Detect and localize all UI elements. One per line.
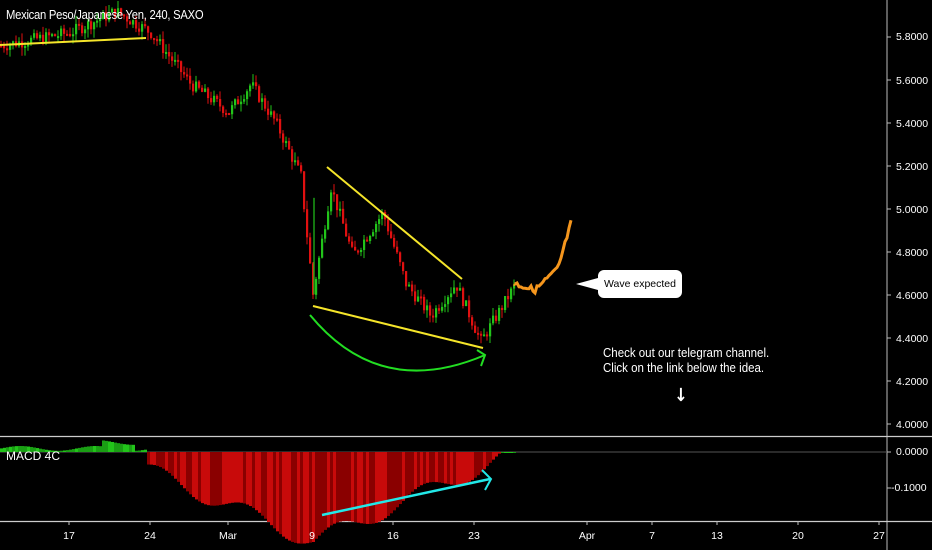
macd-axis-label: -0.1000 bbox=[891, 482, 927, 494]
wedge-upper-trendline[interactable] bbox=[326, 166, 463, 280]
price-label: 4.8000 bbox=[896, 247, 929, 259]
macd-divergence-line[interactable] bbox=[321, 477, 491, 517]
time-label: 16 bbox=[387, 530, 399, 542]
note-line-1: Check out our telegram channel. bbox=[603, 346, 770, 360]
down-arrow-icon: ↓ bbox=[674, 385, 688, 406]
projected-wave[interactable] bbox=[513, 219, 573, 296]
wave-expected-callout[interactable]: Wave expected bbox=[576, 270, 682, 298]
price-label: 5.4000 bbox=[896, 118, 929, 130]
price-label: 4.0000 bbox=[896, 419, 929, 431]
price-label: 5.6000 bbox=[896, 75, 929, 87]
time-label: 23 bbox=[468, 530, 480, 542]
macd-axis-label: 0.0000 bbox=[896, 446, 929, 458]
candlestick-series bbox=[0, 1, 516, 344]
rounded-bottom-arc[interactable] bbox=[309, 314, 486, 372]
time-axis-ticks bbox=[68, 521, 880, 525]
price-label: 4.2000 bbox=[896, 376, 929, 388]
time-label: Apr bbox=[578, 530, 596, 542]
time-label: Mar bbox=[218, 530, 238, 542]
wedge-lower-trendline[interactable] bbox=[312, 305, 484, 349]
callout-text: Wave expected bbox=[604, 278, 676, 290]
time-label: 13 bbox=[711, 530, 723, 542]
divergence-arrowhead-icon bbox=[481, 469, 493, 491]
price-axis-ticks bbox=[887, 36, 891, 489]
price-label: 4.6000 bbox=[896, 290, 929, 302]
price-label: 5.8000 bbox=[896, 31, 929, 43]
note-line-2: Click on the link below the idea. bbox=[603, 361, 765, 375]
price-label: 5.2000 bbox=[896, 161, 929, 173]
time-label: 17 bbox=[63, 530, 75, 542]
telegram-note[interactable]: Check out our telegram channel. Click on… bbox=[603, 346, 769, 376]
price-label: 5.0000 bbox=[896, 204, 929, 216]
time-label: 9 bbox=[309, 530, 315, 542]
macd-histogram bbox=[0, 440, 516, 544]
time-label: 7 bbox=[649, 530, 655, 542]
time-label: 20 bbox=[792, 530, 804, 542]
chart-title: Mexican Peso/Japanese Yen, 240, SAXO bbox=[6, 8, 204, 22]
price-label: 4.4000 bbox=[896, 333, 929, 345]
trendline-top-left[interactable] bbox=[0, 37, 147, 46]
macd-indicator-label[interactable]: MACD 4C bbox=[6, 449, 61, 463]
time-label: 24 bbox=[144, 530, 156, 542]
arc-arrowhead-icon bbox=[476, 349, 487, 367]
time-label: 27 bbox=[873, 530, 885, 542]
